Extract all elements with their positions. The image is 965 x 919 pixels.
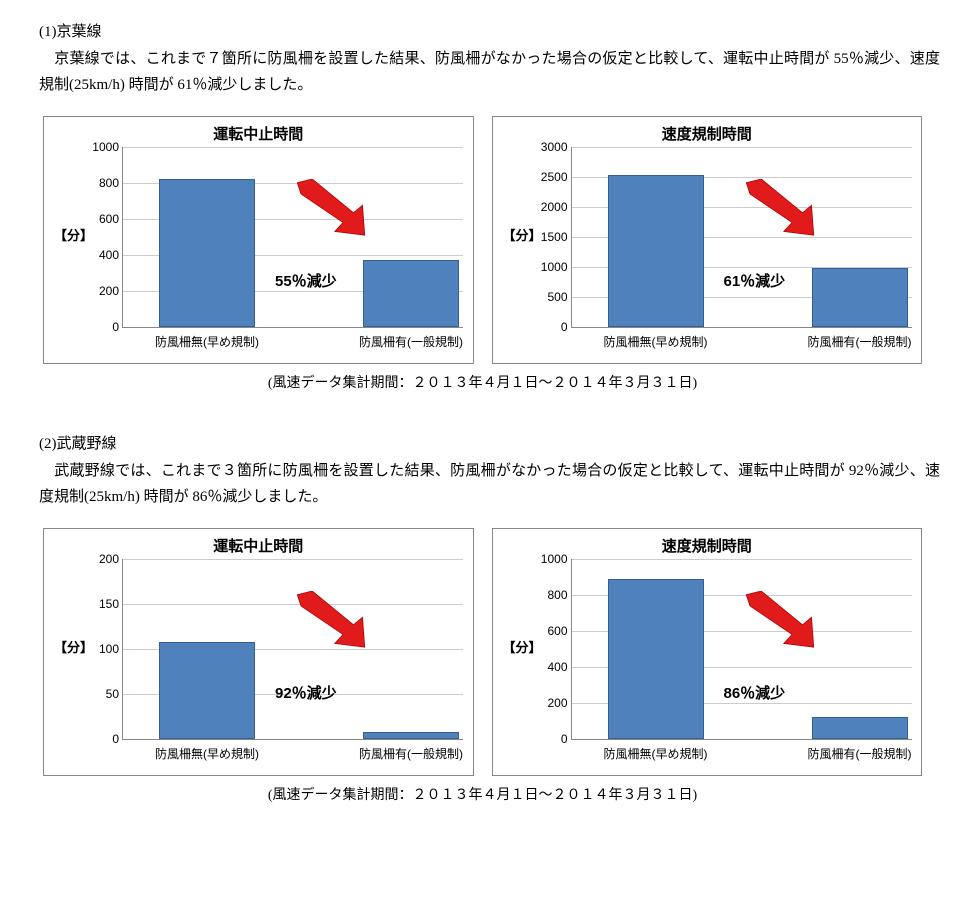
grid-line xyxy=(123,559,463,560)
y-tick-label: 50 xyxy=(83,687,119,701)
chart: 運転中止時間【分】02004006008001000防風柵無(早め規制)防風柵有… xyxy=(43,116,474,364)
y-tick-label: 500 xyxy=(532,290,568,304)
plot-area: 02004006008001000防風柵無(早め規制)防風柵有(一般規制) 86… xyxy=(571,559,912,740)
y-tick-label: 600 xyxy=(532,624,568,638)
decrease-arrow xyxy=(291,179,371,239)
y-tick-label: 1000 xyxy=(532,552,568,566)
y-tick-label: 800 xyxy=(83,176,119,190)
y-tick-label: 1000 xyxy=(83,140,119,154)
y-tick-label: 400 xyxy=(83,248,119,262)
charts-row: 運転中止時間【分】02004006008001000防風柵無(早め規制)防風柵有… xyxy=(25,116,940,364)
x-tick-label: 防風柵有(一般規制) xyxy=(359,333,463,350)
plot-area: 02004006008001000防風柵無(早め規制)防風柵有(一般規制) 55… xyxy=(122,147,463,328)
x-tick-label: 防風柵無(早め規制) xyxy=(155,333,259,350)
x-tick-label: 防風柵有(一般規制) xyxy=(808,333,912,350)
section-body: 武蔵野線では、これまで３箇所に防風柵を設置した結果、防風柵がなかった場合の仮定と… xyxy=(25,459,940,510)
y-tick-label: 100 xyxy=(83,642,119,656)
bar xyxy=(363,260,459,327)
y-tick-label: 3000 xyxy=(532,140,568,154)
plot-area: 050100150200防風柵無(早め規制)防風柵有(一般規制) 92％減少 xyxy=(122,559,463,740)
y-tick-label: 150 xyxy=(83,597,119,611)
reduction-annotation: 61％減少 xyxy=(724,270,786,291)
grid-line xyxy=(572,559,912,560)
grid-line xyxy=(123,147,463,148)
y-tick-label: 400 xyxy=(532,660,568,674)
y-tick-label: 0 xyxy=(83,320,119,334)
bar xyxy=(812,717,908,740)
x-tick-label: 防風柵有(一般規制) xyxy=(808,745,912,762)
x-tick-label: 防風柵無(早め規制) xyxy=(604,745,708,762)
bar xyxy=(159,179,255,327)
y-axis-unit: 【分】 xyxy=(54,225,93,244)
y-tick-label: 1500 xyxy=(532,230,568,244)
section-body: 京葉線では、これまで７箇所に防風柵を設置した結果、防風柵がなかった場合の仮定と比… xyxy=(25,47,940,98)
y-tick-label: 0 xyxy=(532,320,568,334)
decrease-arrow-icon xyxy=(291,179,371,239)
decrease-arrow-icon xyxy=(740,591,820,651)
x-tick-label: 防風柵無(早め規制) xyxy=(604,333,708,350)
section-title: (1)京葉線 xyxy=(25,20,940,41)
reduction-annotation: 55％減少 xyxy=(275,270,337,291)
x-tick-label: 防風柵有(一般規制) xyxy=(359,745,463,762)
bar xyxy=(363,732,459,739)
section-title: (2)武蔵野線 xyxy=(25,432,940,453)
y-tick-label: 0 xyxy=(83,732,119,746)
decrease-arrow xyxy=(740,179,820,239)
section: (2)武蔵野線 武蔵野線では、これまで３箇所に防風柵を設置した結果、防風柵がなか… xyxy=(25,432,940,804)
y-tick-label: 0 xyxy=(532,732,568,746)
charts-row: 運転中止時間【分】050100150200防風柵無(早め規制)防風柵有(一般規制… xyxy=(25,528,940,776)
y-tick-label: 600 xyxy=(83,212,119,226)
reduction-annotation: 92％減少 xyxy=(275,682,337,703)
bar xyxy=(608,579,704,739)
reduction-annotation: 86％減少 xyxy=(724,682,786,703)
y-tick-label: 200 xyxy=(532,696,568,710)
y-tick-label: 800 xyxy=(532,588,568,602)
decrease-arrow-icon xyxy=(740,179,820,239)
y-tick-label: 200 xyxy=(83,552,119,566)
plot-area: 050010001500200025003000防風柵無(早め規制)防風柵有(一… xyxy=(571,147,912,328)
bar xyxy=(608,175,704,327)
bar xyxy=(812,268,908,327)
decrease-arrow xyxy=(740,591,820,651)
caption: (風速データ集計期間：２０１３年４月１日～２０１４年３月３１日) xyxy=(25,784,940,804)
y-tick-label: 1000 xyxy=(532,260,568,274)
y-tick-label: 2500 xyxy=(532,170,568,184)
decrease-arrow-icon xyxy=(291,591,371,651)
y-axis-unit: 【分】 xyxy=(503,637,542,656)
chart: 運転中止時間【分】050100150200防風柵無(早め規制)防風柵有(一般規制… xyxy=(43,528,474,776)
chart: 速度規制時間【分】050010001500200025003000防風柵無(早め… xyxy=(492,116,923,364)
section: (1)京葉線 京葉線では、これまで７箇所に防風柵を設置した結果、防風柵がなかった… xyxy=(25,20,940,392)
y-tick-label: 2000 xyxy=(532,200,568,214)
bar xyxy=(159,642,255,739)
chart: 速度規制時間【分】02004006008001000防風柵無(早め規制)防風柵有… xyxy=(492,528,923,776)
x-tick-label: 防風柵無(早め規制) xyxy=(155,745,259,762)
decrease-arrow xyxy=(291,591,371,651)
caption: (風速データ集計期間：２０１３年４月１日～２０１４年３月３１日) xyxy=(25,372,940,392)
y-tick-label: 200 xyxy=(83,284,119,298)
grid-line xyxy=(572,147,912,148)
